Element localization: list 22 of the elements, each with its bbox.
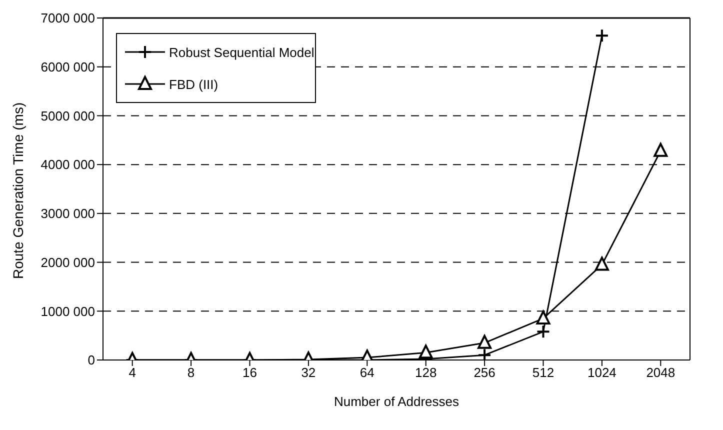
x-tick-label: 1024 (587, 365, 616, 380)
x-tick-label: 2048 (646, 365, 676, 380)
y-tick-label: 2000 000 (40, 254, 95, 270)
x-axis-title: Number of Addresses (334, 394, 460, 409)
y-tick-label: 7000 000 (40, 10, 95, 26)
y-tick-label: 6000 000 (40, 59, 95, 74)
legend-label: FBD (III) (169, 76, 218, 92)
y-tick-label: 4000 000 (40, 157, 95, 172)
x-tick-label: 256 (474, 365, 496, 380)
x-tick-label: 64 (360, 365, 374, 380)
x-tick-label: 8 (187, 365, 195, 380)
y-tick-label: 0 (88, 352, 95, 368)
legend-label: Robust Sequential Model (169, 44, 314, 60)
x-tick-label: 128 (415, 365, 437, 380)
x-tick-label: 512 (532, 365, 554, 380)
y-tick-label: 3000 000 (40, 206, 95, 222)
x-tick-label: 16 (242, 365, 257, 380)
y-axis-title: Route Generation Time (ms) (10, 102, 26, 279)
y-tick-label: 5000 000 (40, 108, 95, 124)
x-tick-label: 32 (301, 365, 316, 380)
x-tick-label: 4 (128, 365, 136, 380)
y-tick-label: 1000 000 (40, 304, 95, 319)
